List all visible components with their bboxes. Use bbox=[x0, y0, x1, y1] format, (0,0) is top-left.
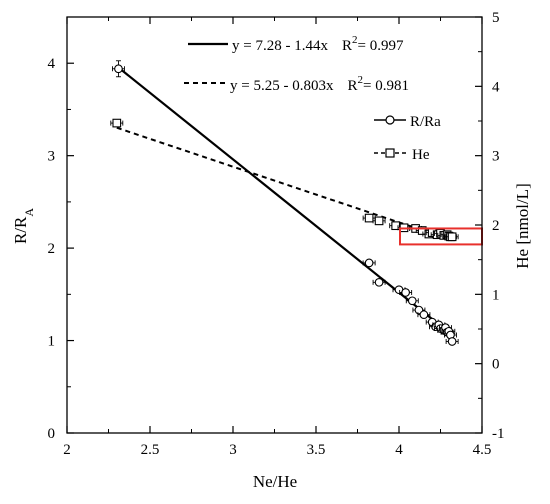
legend-fit-main-r2-label: R bbox=[342, 38, 352, 54]
rra-point bbox=[447, 337, 457, 346]
he-point bbox=[374, 216, 384, 226]
legend-fit-he-text: y = 5.25 - 0.803x R2= 0.981 bbox=[230, 74, 409, 94]
y-tick-label: 1 bbox=[48, 334, 56, 350]
y-tick-label: 4 bbox=[48, 56, 56, 72]
y2-tick-label: 2 bbox=[492, 218, 500, 234]
rra-point bbox=[364, 258, 374, 268]
legend-fit-main-text: y = 7.28 - 1.44x R2= 0.997 bbox=[232, 34, 404, 54]
legend-fit-he-r2-sup: 2 bbox=[357, 74, 363, 86]
y2-tick-label: 1 bbox=[492, 287, 500, 303]
x-axis-title: Ne/He bbox=[253, 472, 297, 491]
y-tick-label: 0 bbox=[48, 426, 56, 442]
y2-axis-title: He [nmol/L] bbox=[513, 183, 532, 268]
legend-fit-main-equation: y = 7.28 - 1.44x bbox=[232, 38, 328, 54]
he-point bbox=[447, 232, 457, 242]
legend-series-main-marker bbox=[385, 115, 395, 125]
legend-series-he-text: He bbox=[412, 147, 430, 163]
rra-point bbox=[407, 296, 417, 306]
x-tick-label: 4.5 bbox=[473, 442, 492, 458]
legend-fit-he-r2-label: R bbox=[347, 78, 357, 94]
rra-point bbox=[374, 277, 384, 287]
y-tick-label: 3 bbox=[48, 149, 56, 165]
axis-labels: Ne/He R/RA He [nmol/L] bbox=[11, 183, 532, 491]
legend-fit-main-r2-value: = 0.997 bbox=[357, 38, 403, 54]
fit-line-rra bbox=[116, 65, 453, 336]
x-tick-label: 3 bbox=[229, 442, 237, 458]
legend: y = 7.28 - 1.44x R2= 0.997 y = 5.25 - 0.8… bbox=[184, 34, 441, 163]
legend-series-he-marker bbox=[385, 148, 395, 158]
legend-fit-he-equation: y = 5.25 - 0.803x bbox=[230, 78, 334, 94]
plot-area bbox=[110, 60, 483, 346]
legend-series-main-text: R/Ra bbox=[410, 114, 441, 130]
axes: 2 2.5 3 3.5 4 4.5 0 1 2 3 4 -1 0 1 2 3 4 5 bbox=[48, 10, 505, 458]
he-point bbox=[364, 213, 374, 223]
y-axis-title: R/RA bbox=[11, 208, 36, 244]
legend-fit-he-r2-value: = 0.981 bbox=[363, 78, 409, 94]
y2-tick-label: -1 bbox=[492, 426, 505, 442]
rra-point bbox=[419, 310, 429, 320]
legend-fit-main-r2-sup: 2 bbox=[352, 34, 358, 46]
y2-tick-label: 5 bbox=[492, 10, 500, 26]
he-point bbox=[391, 221, 401, 231]
he-point bbox=[112, 118, 122, 128]
x-tick-label: 2.5 bbox=[141, 442, 160, 458]
y-tick-label: 2 bbox=[48, 241, 56, 257]
x-tick-label: 2 bbox=[63, 442, 71, 458]
y2-tick-label: 4 bbox=[492, 79, 500, 95]
rra-point bbox=[401, 288, 410, 297]
y2-tick-label: 0 bbox=[492, 357, 500, 373]
y-axis-title-main: R/R bbox=[11, 216, 30, 244]
fit-line-he bbox=[116, 126, 453, 242]
y-axis-title-subscript: A bbox=[22, 208, 36, 217]
y2-tick-label: 3 bbox=[492, 149, 500, 165]
x-tick-label: 4 bbox=[395, 442, 403, 458]
rra-point bbox=[114, 64, 123, 74]
x-tick-label: 3.5 bbox=[307, 442, 326, 458]
